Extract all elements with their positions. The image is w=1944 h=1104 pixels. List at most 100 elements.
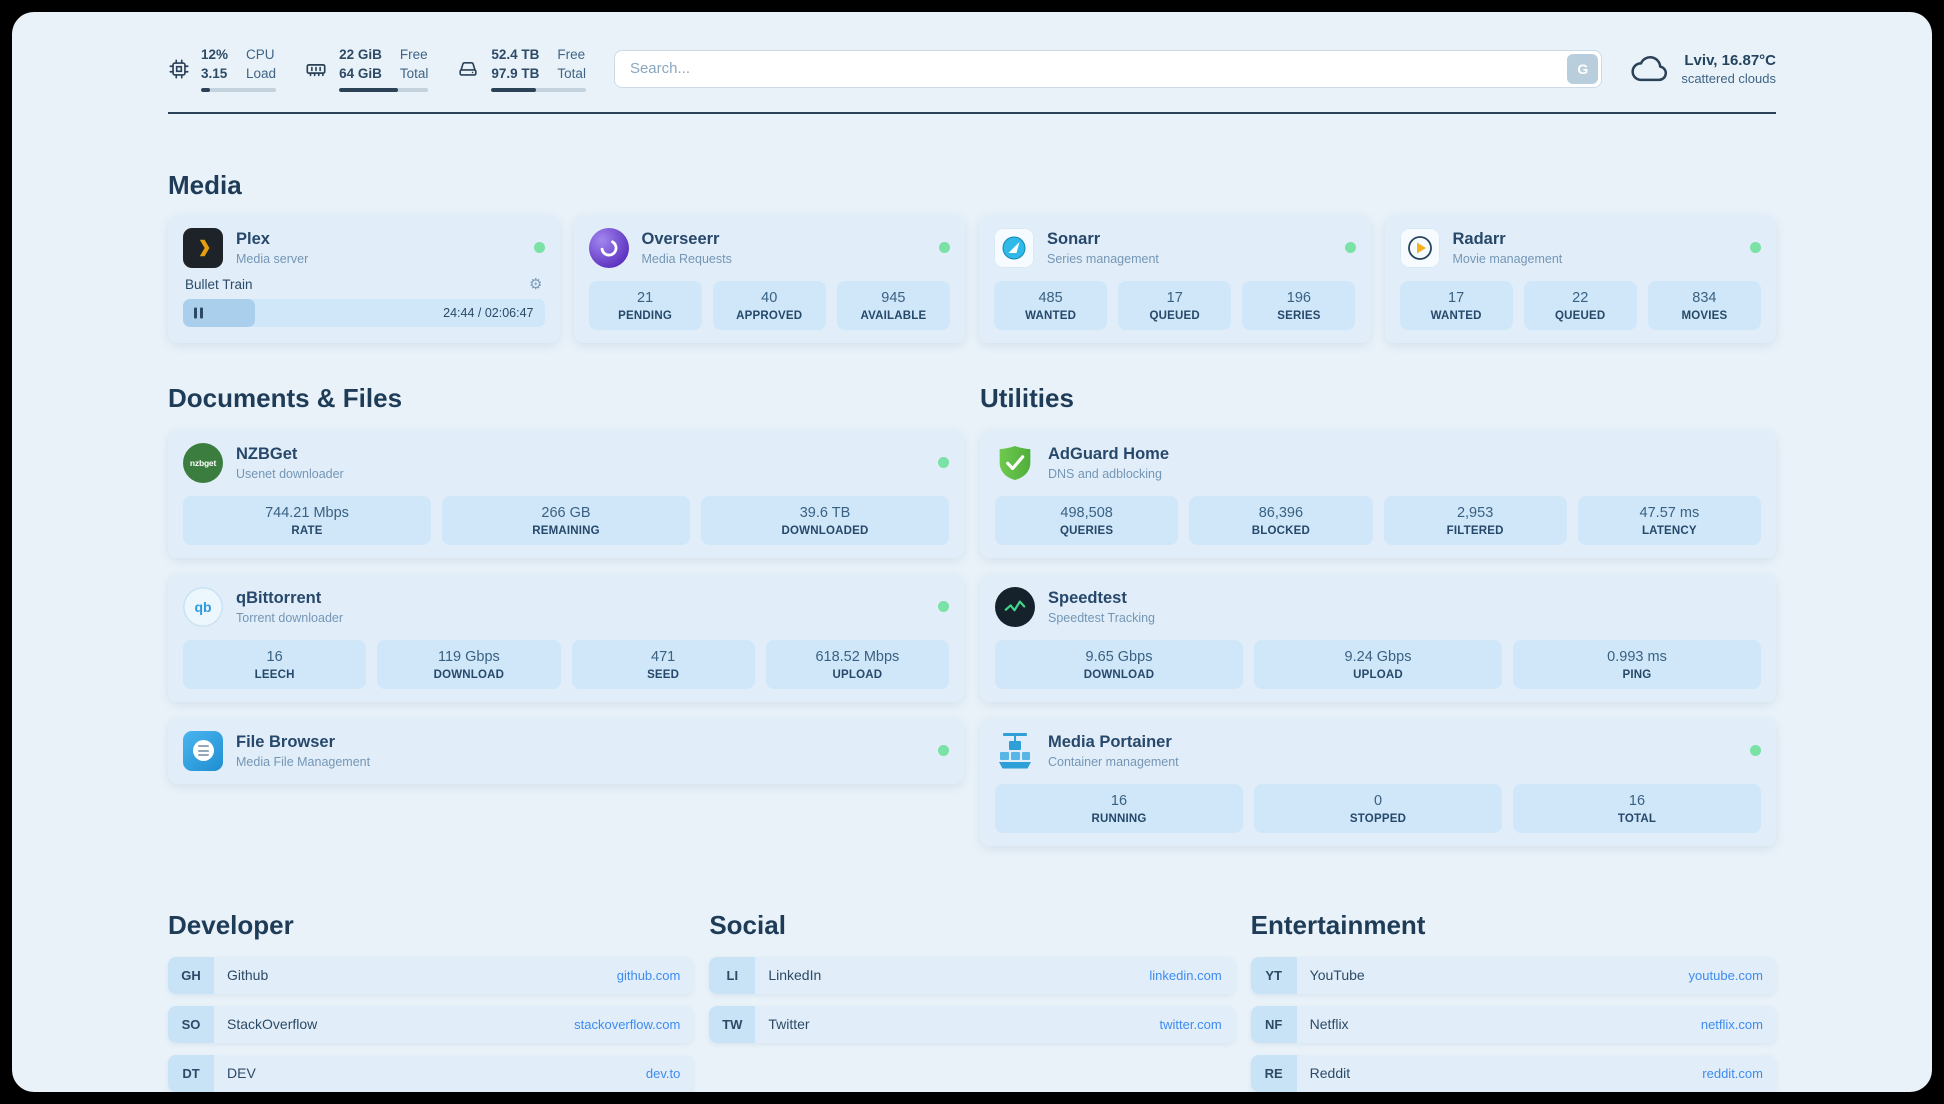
service-description: Speedtest Tracking <box>1048 610 1156 625</box>
stat-value: 834 <box>1692 289 1717 306</box>
bookmark-netflix[interactable]: NF Netflix netflix.com <box>1250 1005 1776 1043</box>
stat-box: 16 LEECH <box>183 639 367 689</box>
bookmark-url[interactable]: linkedin.com <box>1149 967 1222 983</box>
bookmark-url[interactable]: dev.to <box>645 1065 681 1081</box>
service-description: Media server <box>236 251 309 266</box>
memory-stats: 22 GiB Free 64 GiB Total <box>339 46 429 92</box>
pause-icon[interactable] <box>194 307 203 319</box>
bookmark-url[interactable]: twitter.com <box>1159 1016 1222 1032</box>
service-description: Media Requests <box>641 251 732 266</box>
stat-label: UPLOAD <box>1353 668 1403 681</box>
bookmark-name: Reddit <box>1309 1065 1351 1082</box>
bookmark-abbr: NF <box>1250 1005 1297 1043</box>
plex-now-playing: Bullet Train ⚙ 24:44 / 02:06:47 <box>183 274 545 327</box>
service-card-filebrowser[interactable]: File Browser Media File Management <box>168 717 964 784</box>
bookmark-twitter[interactable]: TW Twitter twitter.com <box>709 1005 1235 1043</box>
service-stats: 498,508 QUERIES 86,396 BLOCKED 2,953 FILTER… <box>995 495 1761 545</box>
memory-meter-fill <box>339 87 399 92</box>
stat-label: TOTAL <box>1617 812 1657 825</box>
section-title-developer: Developer <box>168 909 294 940</box>
stat-label: QUEUED <box>1149 309 1200 322</box>
search-input[interactable] <box>617 60 1568 78</box>
cpu-icon <box>169 59 189 79</box>
stat-label: RATE <box>291 524 323 537</box>
service-stats: 16 RUNNING 0 STOPPED 16 TOTAL <box>995 783 1761 833</box>
dashboard-panel: 12% CPU 3.15 Load 22 GiB Free 64 GiB Tot… <box>12 12 1932 1092</box>
service-header: Overseerr Media Requests <box>588 227 950 268</box>
radarr-icon <box>1399 227 1440 268</box>
search-provider-button[interactable]: G <box>1567 53 1599 84</box>
bookmark-dev[interactable]: DT DEV dev.to <box>168 1054 694 1092</box>
service-card-nzbget[interactable]: nzbget NZBGet Usenet downloader 744.21 M… <box>168 429 964 558</box>
playback-progress-bar[interactable]: 24:44 / 02:06:47 <box>183 298 545 327</box>
service-card-speedtest[interactable]: Speedtest Speedtest Tracking 9.65 Gbps DO… <box>980 573 1776 702</box>
bookmark-github[interactable]: GH Github github.com <box>168 956 694 994</box>
bookmark-abbr: YT <box>1250 956 1297 994</box>
service-name: Media Portainer <box>1048 732 1172 751</box>
bookmark-url[interactable]: github.com <box>616 967 681 983</box>
service-description: Torrent downloader <box>236 610 344 625</box>
stat-value: 17 <box>1448 289 1465 306</box>
disk-free-value: 52.4 TB <box>491 47 540 62</box>
topbar: 12% CPU 3.15 Load 22 GiB Free 64 GiB Tot… <box>168 46 1776 92</box>
status-dot-online <box>1750 242 1761 254</box>
cpu-widget: 12% CPU 3.15 Load <box>168 46 277 92</box>
service-card-adguard[interactable]: AdGuard Home DNS and adblocking 498,508 Q… <box>980 429 1776 558</box>
disk-free-label: Free <box>557 47 586 62</box>
service-card-sonarr[interactable]: Sonarr Series management 485 WANTED 17 QUE… <box>979 214 1371 343</box>
status-dot-online <box>938 745 949 757</box>
media-grid: Plex Media server Bullet Train ⚙ 24:44 /… <box>168 214 1776 343</box>
stat-label: DOWNLOAD <box>433 668 505 681</box>
stat-box: 9.65 Gbps DOWNLOAD <box>995 639 1243 689</box>
section-title-utilities: Utilities <box>980 382 1074 413</box>
service-stats: 21 PENDING 40 APPROVED 945 AVAILABLE <box>588 280 951 330</box>
stat-box: 744.21 Mbps RATE <box>183 495 431 545</box>
qbittorrent-icon: qb <box>183 586 223 627</box>
service-text: Radarr Movie management <box>1453 230 1563 266</box>
bookmark-url[interactable]: stackoverflow.com <box>574 1016 681 1032</box>
search-bar: G <box>613 49 1603 88</box>
service-card-overseerr[interactable]: Overseerr Media Requests 21 PENDING 40 APP… <box>573 214 965 343</box>
service-description: Movie management <box>1452 251 1563 266</box>
stat-label: DOWNLOADED <box>781 524 869 537</box>
disk-total-value: 97.9 TB <box>491 65 540 81</box>
service-header: Sonarr Series management <box>994 227 1356 268</box>
bookmark-linkedin[interactable]: LI LinkedIn linkedin.com <box>709 956 1235 994</box>
service-card-qbittorrent[interactable]: qb qBittorrent Torrent downloader 16 LEEC… <box>168 573 964 702</box>
stat-box: 471 SEED <box>571 639 755 689</box>
bookmark-youtube[interactable]: YT YouTube youtube.com <box>1250 956 1776 994</box>
stat-value: 744.21 Mbps <box>265 504 349 521</box>
stat-value: 0 <box>1373 792 1383 809</box>
stat-box: 17 QUEUED <box>1118 280 1232 330</box>
developer-column: Developer GH Github github.com SO StackO… <box>168 909 694 1092</box>
service-card-portainer[interactable]: Media Portainer Container management 16 R… <box>980 717 1776 846</box>
stat-box: 21 PENDING <box>588 280 702 330</box>
sonarr-icon <box>994 227 1034 268</box>
service-name: File Browser <box>236 732 336 751</box>
service-name: Radarr <box>1452 229 1506 248</box>
stat-box: 86,396 BLOCKED <box>1189 495 1373 545</box>
service-description: Media File Management <box>236 754 371 769</box>
stat-label: UPLOAD <box>832 668 883 681</box>
documents-column: Documents & Files nzbget NZBGet Usenet d… <box>168 383 964 862</box>
bookmark-url[interactable]: youtube.com <box>1688 967 1763 983</box>
stat-value: 266 GB <box>541 504 591 521</box>
service-text: AdGuard Home DNS and adblocking <box>1048 445 1169 481</box>
service-card-radarr[interactable]: Radarr Movie management 17 WANTED 22 QUEUE… <box>1384 214 1776 343</box>
stat-value: 17 <box>1166 289 1183 306</box>
disk-widget: 52.4 TB Free 97.9 TB Total <box>456 46 586 92</box>
service-header: nzbget NZBGet Usenet downloader <box>183 442 949 483</box>
bookmark-url[interactable]: netflix.com <box>1700 1016 1763 1032</box>
stat-label: WANTED <box>1025 309 1077 322</box>
service-card-plex[interactable]: Plex Media server Bullet Train ⚙ 24:44 /… <box>168 214 560 343</box>
stat-box: 47.57 ms LATENCY <box>1577 495 1761 545</box>
bookmark-reddit[interactable]: RE Reddit reddit.com <box>1250 1054 1776 1092</box>
gear-icon[interactable]: ⚙ <box>529 274 543 293</box>
stat-label: MOVIES <box>1681 309 1728 322</box>
bookmark-url[interactable]: reddit.com <box>1702 1065 1763 1081</box>
memory-meter <box>339 87 429 92</box>
bookmark-stackoverflow[interactable]: SO StackOverflow stackoverflow.com <box>168 1005 694 1043</box>
stat-label: LEECH <box>254 668 295 681</box>
cpu-usage-label: CPU <box>246 47 275 62</box>
memory-total-label: Total <box>399 65 429 81</box>
